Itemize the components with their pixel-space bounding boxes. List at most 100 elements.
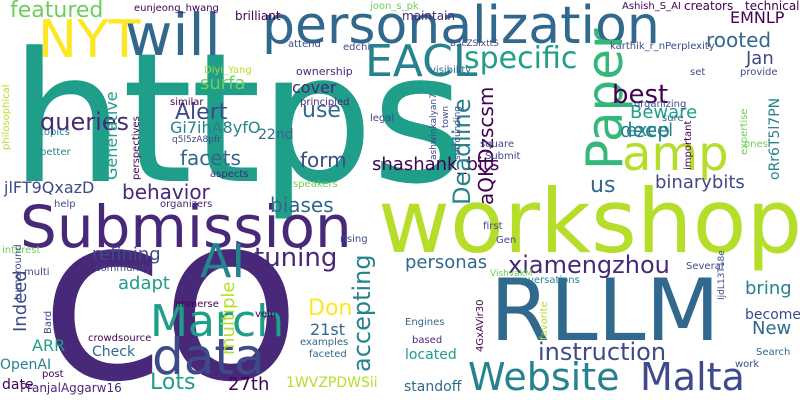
word-personalization: personalization [262, 0, 660, 56]
word-karthik-r-nperplexity: karthik_r_nPerplexity [610, 41, 715, 52]
word-multi: multi [24, 267, 50, 278]
word-emnlp: EMNLP [730, 8, 785, 27]
word-standoff: standoff [404, 379, 462, 395]
word-tuning: tuning [254, 243, 338, 273]
word-diyi-yang: Diyi_Yang [204, 65, 252, 76]
word-vishvakm: VishvakM [490, 269, 533, 279]
word-organizing: organizing [634, 99, 687, 110]
word-featured: featured [10, 0, 104, 23]
word-conversations: conversations [510, 275, 580, 286]
word-engines: Engines [405, 317, 445, 328]
word-alert: Alert [175, 100, 228, 125]
word-surrounding: surrounding [453, 106, 463, 160]
word-jan: Jan [746, 48, 774, 69]
word-multiple: multiple [218, 281, 239, 355]
word-jlft9qxazd: jlFT9QxazD [4, 178, 95, 197]
word-specific: specific [464, 41, 578, 76]
word-joon-s-pk: joon_s_pk [370, 1, 419, 12]
word-ones: ones [744, 139, 768, 150]
word-technical: technical [745, 0, 800, 13]
word-b3czsixtts: b3cZSixttS [450, 39, 499, 49]
word-cover: cover [292, 78, 337, 97]
word-will: will [125, 1, 221, 69]
word-based: based [412, 335, 443, 346]
word-best: best [612, 80, 669, 110]
word-philosophical: philosophical [1, 84, 12, 150]
word-workshop: workshop [378, 170, 800, 273]
word-provide: provide [740, 67, 778, 78]
word-bard: Bard [43, 310, 54, 334]
word-nyt: NYT [38, 10, 141, 70]
word-organizers: organizers [160, 199, 213, 210]
word-brilliant: brilliant [235, 9, 281, 23]
word-turnaround: turnaround [13, 244, 24, 300]
word-crowdsource: crowdsource [88, 333, 152, 344]
word-edchi: edchi [343, 42, 371, 53]
word-personas: personas [405, 252, 488, 273]
word-arr: ARR [32, 336, 66, 355]
word-deep: deep [620, 118, 670, 142]
word-examples: examples [300, 337, 349, 348]
word-topics: topics [40, 127, 70, 138]
word-excel: excel [626, 120, 674, 141]
word-located: located [405, 347, 457, 363]
word-lots: Lots [150, 370, 196, 395]
word-q5l5za8pfr: q5l5zA8pfr [172, 135, 221, 145]
word-interest: interest [2, 245, 41, 256]
word-4gxavir30: 4GxAVir30 [475, 299, 486, 352]
word-attend: attend [288, 39, 321, 50]
word-better: better [40, 147, 71, 158]
word-ashish-s-ai: Ashish_S_AI [622, 1, 681, 12]
word-date: date [2, 377, 34, 393]
word-principled: principled [300, 97, 350, 108]
word-rising: rising [340, 234, 368, 245]
word-eacl: EACL [365, 36, 478, 87]
word-creators: creators [684, 0, 734, 13]
word-sure: sure [662, 113, 684, 124]
word-submit: Submit [485, 151, 521, 162]
word-facets: facets [180, 146, 241, 170]
word-new: New [752, 318, 792, 339]
word-generative: Generative [102, 91, 121, 180]
word-shashank-bits: shashank_bits [372, 154, 500, 175]
word-visibility: visibility [430, 65, 472, 76]
word-maintain: maintain [402, 9, 455, 23]
word-perspectives: perspectives [131, 116, 142, 180]
word-ai: AI [200, 234, 246, 288]
word-amp: amp [622, 126, 729, 182]
word-queries: queries [40, 108, 130, 136]
word-https: https [10, 15, 465, 224]
word-binarybits: binarybits [655, 172, 745, 193]
word-speakers: speakers [293, 179, 338, 190]
word-us: us [590, 173, 616, 198]
word-help: help [54, 199, 76, 210]
word-set: set [690, 67, 706, 78]
word-data: data [152, 328, 265, 386]
word-faceted: faceted [309, 349, 347, 360]
word-orr6t5l7pn: oRr6T5l7PN [767, 97, 783, 180]
word-post: post [42, 369, 64, 380]
word-important: important [683, 120, 694, 170]
word-immerse: immerse [175, 299, 219, 310]
word-march: March [150, 296, 285, 347]
word-malta: Malta [640, 355, 745, 399]
word-bring: bring [745, 278, 792, 299]
word-biases: biases [270, 193, 334, 217]
word-don: Don [308, 296, 353, 321]
word-rooted: rooted [706, 28, 772, 52]
word-adapt: adapt [118, 273, 170, 294]
word-co: co [40, 166, 301, 400]
word-xiamengzhou: xiamengzhou [508, 251, 670, 279]
word-community: community [95, 263, 152, 274]
word-first: first [483, 221, 503, 232]
word-similar: similar [170, 97, 204, 108]
word-become: become [745, 307, 800, 323]
word-website: Website [468, 355, 620, 399]
word-ashwinkalyan7: ashwinkalyan7 [429, 93, 439, 160]
word-gen: Gen [496, 235, 517, 246]
word-27th: 27th [228, 374, 270, 395]
word-21st: 21st [310, 320, 345, 339]
word-instruction: instruction [538, 338, 667, 366]
word-rllm: RLLM [490, 261, 720, 361]
